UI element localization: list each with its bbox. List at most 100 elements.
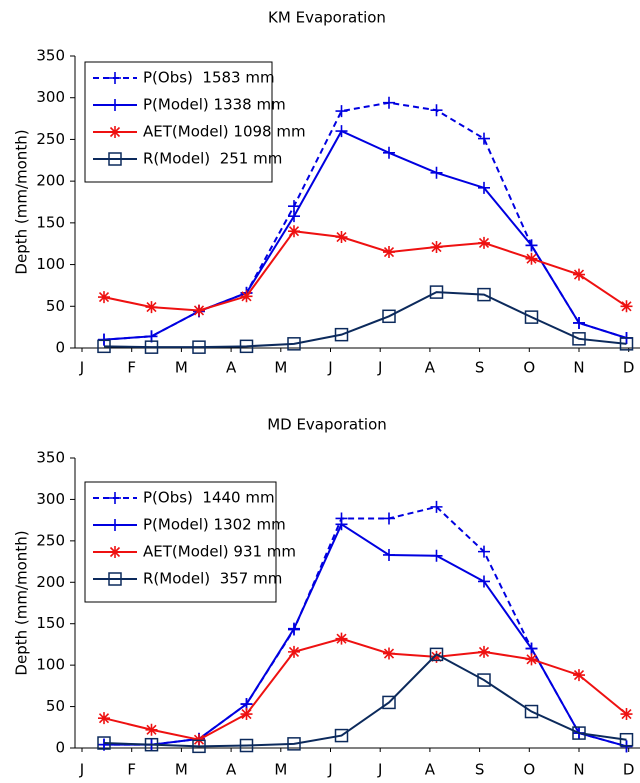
marker-shape (383, 548, 395, 561)
marker (98, 712, 110, 725)
x-tick-label: J (327, 761, 332, 779)
x-tick-label: M (175, 761, 188, 779)
marker-shape (524, 310, 539, 324)
marker (109, 546, 121, 558)
x-tick-label: S (475, 359, 485, 377)
marker (288, 645, 300, 658)
marker-shape (429, 647, 444, 662)
y-tick-label: 0 (55, 339, 65, 357)
marker-shape (335, 231, 348, 244)
marker-shape (430, 549, 443, 562)
y-tick-label: 350 (36, 47, 65, 65)
marker-shape (478, 645, 490, 658)
marker-shape (288, 225, 300, 238)
x-tick-label: A (226, 761, 237, 779)
marker (429, 647, 444, 662)
y-tick-label: 200 (36, 573, 65, 591)
marker (287, 337, 301, 351)
marker (524, 704, 539, 719)
y-tick-label: 300 (36, 88, 65, 106)
marker-shape (478, 236, 490, 249)
y-tick-label: 50 (46, 297, 65, 315)
marker-shape (109, 546, 121, 558)
marker-shape (429, 285, 444, 299)
legend-label: AET(Model) 1098 mm (143, 123, 306, 141)
marker (430, 166, 443, 179)
marker (145, 723, 158, 736)
series-line (103, 291, 627, 349)
legend-label: AET(Model) 931 mm (143, 543, 296, 561)
marker-shape (573, 268, 585, 281)
marker (478, 132, 490, 145)
y-tick-label: 100 (36, 656, 65, 674)
series-line (103, 129, 627, 341)
marker-shape (620, 300, 633, 313)
marker-shape (334, 327, 349, 342)
marker (335, 632, 348, 645)
legend-label: P(Obs) 1440 mm (143, 489, 275, 507)
marker (383, 647, 395, 660)
marker-shape (525, 642, 538, 655)
x-tick-label: J (79, 359, 84, 377)
marker (430, 500, 443, 513)
chart-title: KM Evaporation (268, 9, 386, 27)
x-tick-label: J (327, 359, 332, 377)
marker-shape (478, 575, 490, 588)
marker (478, 236, 490, 249)
marker-shape (383, 647, 395, 660)
marker-shape (288, 200, 300, 213)
x-tick-label: A (425, 761, 436, 779)
marker (478, 181, 490, 194)
marker (620, 300, 633, 313)
marker (383, 146, 395, 159)
marker (524, 310, 539, 324)
marker (478, 545, 490, 558)
marker (430, 104, 443, 117)
marker (97, 736, 111, 750)
x-tick-label: N (573, 761, 584, 779)
marker (335, 125, 348, 138)
y-tick-label: 300 (36, 490, 65, 508)
marker (288, 200, 300, 213)
marker-shape (97, 736, 111, 750)
marker (108, 152, 122, 166)
x-tick-label: D (623, 761, 635, 779)
x-tick-label: A (226, 359, 237, 377)
marker (573, 316, 585, 329)
marker-shape (477, 287, 491, 302)
marker-shape (430, 500, 443, 513)
marker (525, 653, 538, 666)
marker-shape (383, 246, 395, 259)
x-tick-label: S (475, 761, 485, 779)
marker (478, 575, 490, 588)
marker (144, 737, 159, 752)
marker-shape (109, 492, 121, 504)
marker-shape (192, 739, 206, 754)
marker-shape (287, 337, 301, 351)
y-axis-label: Depth (mm/month) (13, 129, 31, 274)
marker-shape (239, 738, 254, 753)
marker-shape (383, 146, 395, 159)
marker-shape (525, 239, 538, 252)
marker-shape (288, 645, 300, 658)
marker-shape (572, 332, 586, 346)
legend-box (84, 481, 277, 603)
marker (109, 492, 121, 504)
marker-shape (97, 339, 111, 354)
x-tick-label: F (127, 359, 136, 377)
marker-shape (335, 632, 348, 645)
marker-shape (478, 545, 490, 558)
marker (144, 340, 159, 354)
marker (478, 645, 490, 658)
marker (109, 519, 121, 531)
series-line (103, 637, 628, 741)
marker-shape (430, 166, 443, 179)
marker-shape (477, 673, 491, 687)
x-tick-label: A (425, 359, 436, 377)
chart: MD Evaporation Depth (mm/month) 0 50 100 150 2… (13, 416, 640, 779)
marker-shape (335, 105, 348, 118)
x-tick-label: M (274, 359, 287, 377)
marker-shape (109, 72, 121, 84)
y-tick-label: 250 (36, 531, 65, 549)
marker (193, 304, 205, 317)
